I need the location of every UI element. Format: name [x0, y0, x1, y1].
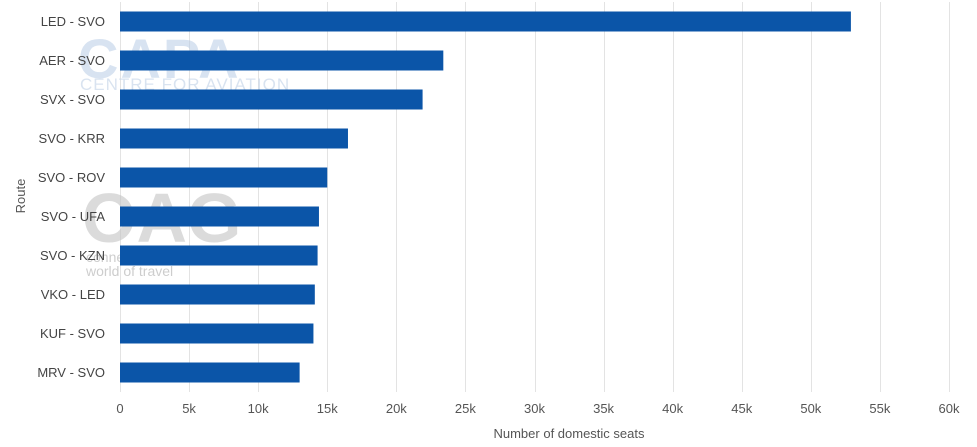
x-tick-label: 40k: [662, 401, 683, 416]
y-category-label: VKO - LED: [41, 287, 105, 302]
bar[interactable]: [120, 206, 319, 227]
x-tick-label: 5k: [182, 401, 196, 416]
x-tick-label: 35k: [593, 401, 614, 416]
y-category-label: SVO - KZN: [40, 248, 105, 263]
oag-subtitle-watermark-2: world of travel: [85, 263, 173, 279]
bar[interactable]: [120, 245, 318, 266]
bar[interactable]: [120, 128, 348, 149]
x-tick-label: 45k: [731, 401, 752, 416]
bars: [120, 11, 851, 383]
bar[interactable]: [120, 284, 315, 305]
category-labels: LED - SVO AER - SVO SVX - SVO SVO - KRR SVO …: [37, 14, 105, 380]
x-tick-label: 15k: [317, 401, 338, 416]
x-tick-label: 50k: [800, 401, 821, 416]
bar[interactable]: [120, 11, 851, 32]
capa-subtitle-watermark: CENTRE FOR AVIATION: [80, 75, 290, 94]
bar[interactable]: [120, 323, 314, 344]
oag-subtitle-watermark-1: conne: [86, 249, 124, 265]
x-tick-label: 25k: [455, 401, 476, 416]
y-category-label: AER - SVO: [39, 53, 105, 68]
y-axis-title: Route: [13, 179, 28, 214]
y-category-label: KUF - SVO: [40, 326, 105, 341]
bar[interactable]: [120, 362, 300, 383]
y-category-label: MRV - SVO: [37, 365, 105, 380]
x-tick-labels: 0 5k 10k 15k 20k 25k 30k 35k 40k 45k 50k 55k 60k: [116, 401, 960, 416]
y-category-label: SVO - KRR: [39, 131, 105, 146]
y-category-label: SVX - SVO: [40, 92, 105, 107]
bar[interactable]: [120, 167, 328, 188]
x-tick-label: 10k: [248, 401, 269, 416]
y-category-label: SVO - UFA: [41, 209, 106, 224]
x-tick-label: 60k: [939, 401, 960, 416]
bar[interactable]: [120, 50, 444, 71]
x-tick-label: 0: [116, 401, 123, 416]
x-axis-title: Number of domestic seats: [493, 426, 645, 441]
x-tick-label: 55k: [869, 401, 890, 416]
y-category-label: LED - SVO: [41, 14, 105, 29]
y-category-label: SVO - ROV: [38, 170, 106, 185]
bar[interactable]: [120, 89, 423, 110]
x-tick-label: 20k: [386, 401, 407, 416]
x-tick-label: 30k: [524, 401, 545, 416]
